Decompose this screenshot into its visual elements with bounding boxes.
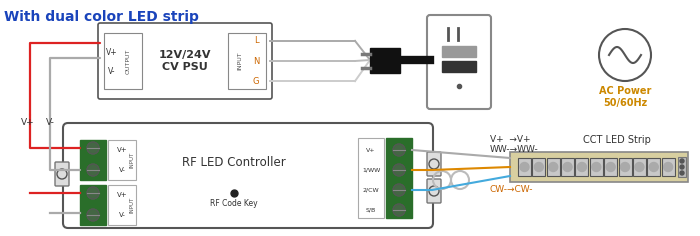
Circle shape: [563, 163, 572, 172]
Circle shape: [87, 164, 99, 176]
Text: L: L: [253, 36, 258, 45]
FancyBboxPatch shape: [427, 152, 441, 176]
FancyBboxPatch shape: [358, 138, 384, 218]
Bar: [561, 158, 574, 176]
Text: S/B: S/B: [366, 207, 376, 212]
Bar: [442, 61, 476, 72]
Circle shape: [87, 209, 99, 221]
Circle shape: [592, 163, 601, 172]
Text: INPUT: INPUT: [130, 152, 134, 168]
Text: With dual color LED strip: With dual color LED strip: [4, 10, 199, 24]
Text: OUTPUT: OUTPUT: [125, 48, 130, 74]
Circle shape: [680, 171, 684, 175]
Text: WW-→WW-: WW-→WW-: [490, 144, 539, 153]
Bar: [575, 158, 589, 176]
FancyBboxPatch shape: [63, 123, 433, 228]
Bar: [648, 158, 660, 176]
Text: RF LED Controller: RF LED Controller: [182, 156, 286, 169]
Bar: [604, 158, 617, 176]
Text: INPUT: INPUT: [237, 52, 242, 70]
FancyBboxPatch shape: [104, 33, 142, 89]
Bar: [370, 48, 400, 73]
Circle shape: [635, 163, 644, 172]
Circle shape: [664, 163, 673, 172]
Text: V-: V-: [46, 118, 55, 127]
Circle shape: [87, 142, 99, 154]
Circle shape: [606, 163, 615, 172]
Bar: [518, 158, 531, 176]
FancyBboxPatch shape: [228, 33, 266, 89]
Bar: [678, 157, 686, 177]
Bar: [619, 158, 631, 176]
Circle shape: [620, 163, 629, 172]
Bar: [547, 158, 560, 176]
Circle shape: [393, 144, 405, 156]
Text: V+: V+: [106, 48, 118, 57]
Text: V-: V-: [108, 67, 116, 76]
Text: V+: V+: [21, 118, 35, 127]
Text: V-: V-: [118, 212, 125, 218]
Circle shape: [393, 164, 405, 176]
Text: V-: V-: [118, 167, 125, 173]
Text: CCT LED Strip: CCT LED Strip: [583, 135, 651, 145]
Bar: [442, 46, 476, 57]
Circle shape: [650, 163, 658, 172]
FancyBboxPatch shape: [427, 15, 491, 109]
Text: INPUT: INPUT: [130, 197, 134, 213]
Text: RF Code Key: RF Code Key: [210, 199, 258, 208]
Text: 2/CW: 2/CW: [363, 187, 379, 193]
Text: V+: V+: [117, 192, 127, 198]
Text: CW-→CW-: CW-→CW-: [490, 185, 533, 194]
Bar: [662, 158, 675, 176]
Circle shape: [393, 184, 405, 196]
Circle shape: [680, 159, 684, 163]
FancyBboxPatch shape: [108, 185, 136, 225]
FancyBboxPatch shape: [427, 179, 441, 203]
Text: V+: V+: [117, 147, 127, 153]
FancyBboxPatch shape: [98, 23, 272, 99]
FancyBboxPatch shape: [55, 162, 69, 186]
Text: 12V/24V
CV PSU: 12V/24V CV PSU: [159, 50, 211, 72]
Text: V+: V+: [366, 148, 376, 152]
Circle shape: [549, 163, 558, 172]
Bar: [80, 185, 106, 225]
Text: G: G: [253, 77, 259, 86]
FancyBboxPatch shape: [510, 152, 688, 182]
Text: V+  →V+: V+ →V+: [490, 135, 531, 144]
Text: AC Power
50/60Hz: AC Power 50/60Hz: [598, 86, 651, 108]
Circle shape: [393, 204, 405, 216]
Circle shape: [520, 163, 529, 172]
Circle shape: [578, 163, 587, 172]
Bar: [633, 158, 646, 176]
Text: 1/WW: 1/WW: [362, 168, 380, 173]
Circle shape: [87, 187, 99, 199]
Text: N: N: [253, 56, 259, 66]
Circle shape: [534, 163, 543, 172]
Bar: [533, 158, 545, 176]
FancyBboxPatch shape: [108, 140, 136, 180]
Bar: [80, 140, 106, 180]
Bar: [590, 158, 603, 176]
Bar: [386, 138, 412, 218]
Circle shape: [680, 165, 684, 169]
